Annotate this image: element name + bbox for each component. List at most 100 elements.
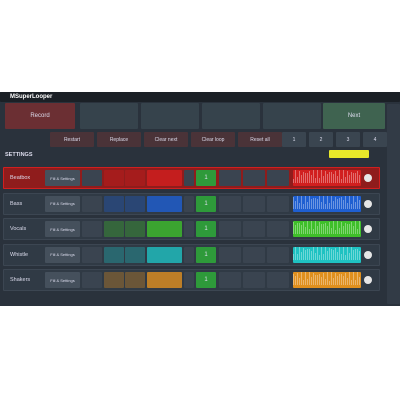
wave-bar <box>337 176 338 183</box>
empty-slot[interactable] <box>243 221 265 237</box>
rewind-button[interactable] <box>184 170 194 186</box>
wave-bar <box>341 274 342 285</box>
empty-slot[interactable] <box>243 272 265 288</box>
empty-slot[interactable] <box>243 170 265 186</box>
wave-bar <box>359 175 360 183</box>
empty-slot[interactable] <box>267 221 289 237</box>
wave-bar <box>311 175 312 183</box>
power-button[interactable] <box>364 199 372 208</box>
play-button[interactable] <box>147 221 182 237</box>
track-name: Beatbox <box>10 175 31 181</box>
slot-button[interactable]: 2 <box>309 132 333 147</box>
mode-button[interactable] <box>263 103 321 129</box>
power-button[interactable] <box>364 250 372 259</box>
param-box[interactable] <box>104 246 124 263</box>
param-box[interactable] <box>125 195 145 212</box>
slot-button[interactable]: 1 <box>282 132 306 147</box>
settings-button[interactable]: Fill & Settings <box>45 170 80 186</box>
param-box[interactable] <box>82 272 102 288</box>
action-button[interactable]: Replace <box>97 132 141 147</box>
power-button[interactable] <box>364 225 372 233</box>
slot-indicator[interactable]: 1 <box>196 272 216 288</box>
param-box[interactable] <box>82 246 102 263</box>
wave-bar <box>343 246 344 260</box>
empty-slot[interactable] <box>267 195 289 212</box>
param-box[interactable] <box>125 221 145 237</box>
waveform <box>293 272 361 288</box>
param-box[interactable] <box>104 221 124 237</box>
wave-bar <box>319 222 320 234</box>
wave-bar <box>297 195 298 209</box>
wave-bar <box>311 221 312 234</box>
action-button[interactable]: Restart <box>50 132 94 147</box>
play-button[interactable] <box>147 195 182 212</box>
slot-indicator[interactable]: 1 <box>196 221 216 237</box>
wave-bar <box>321 276 322 285</box>
wave-bar <box>323 195 324 209</box>
wave-bar <box>305 195 306 209</box>
wave-bar <box>347 277 348 285</box>
wave-bar <box>345 273 346 285</box>
rewind-button[interactable] <box>184 221 194 237</box>
slot-indicator[interactable]: 1 <box>196 170 216 186</box>
wave-bar <box>313 197 314 209</box>
rewind-button[interactable] <box>184 246 194 263</box>
action-button[interactable]: Clear loop <box>191 132 235 147</box>
mode-button[interactable] <box>202 103 260 129</box>
settings-button[interactable]: Fill & Settings <box>45 195 80 212</box>
next-button[interactable]: Next <box>323 103 385 129</box>
slot-indicator[interactable]: 1 <box>196 246 216 263</box>
empty-slot[interactable] <box>243 246 265 263</box>
mode-button[interactable] <box>141 103 199 129</box>
param-box[interactable] <box>82 170 102 186</box>
empty-slot[interactable] <box>243 195 265 212</box>
settings-button[interactable]: Fill & Settings <box>45 272 80 288</box>
wave-bar <box>315 252 316 260</box>
wave-bar <box>341 253 342 260</box>
param-box[interactable] <box>104 170 124 186</box>
empty-slot[interactable] <box>219 221 241 237</box>
play-button[interactable] <box>147 170 182 186</box>
rewind-button[interactable] <box>184 272 194 288</box>
param-box[interactable] <box>104 272 124 288</box>
wave-bar <box>331 195 332 209</box>
record-button[interactable]: Record <box>5 103 75 129</box>
empty-slot[interactable] <box>219 170 241 186</box>
side-panel <box>387 104 400 304</box>
action-button[interactable]: Reset all <box>238 132 282 147</box>
rewind-button[interactable] <box>184 195 194 212</box>
empty-slot[interactable] <box>267 272 289 288</box>
wave-bar <box>339 170 340 183</box>
play-button[interactable] <box>147 246 182 263</box>
wave-bar <box>355 279 356 285</box>
settings-button[interactable]: Fill & Settings <box>45 221 80 237</box>
slot-button[interactable]: 4 <box>363 132 387 147</box>
section-label: SETTINGS <box>5 152 33 158</box>
param-box[interactable] <box>82 221 102 237</box>
wave-bar <box>345 196 346 209</box>
play-button[interactable] <box>147 272 182 288</box>
wave-bar <box>349 272 350 285</box>
empty-slot[interactable] <box>267 170 289 186</box>
param-box[interactable] <box>104 195 124 212</box>
param-box[interactable] <box>125 246 145 263</box>
action-button[interactable]: Clear next <box>144 132 188 147</box>
empty-slot[interactable] <box>219 195 241 212</box>
param-box[interactable] <box>125 272 145 288</box>
param-box[interactable] <box>125 170 145 186</box>
wave-bar <box>333 278 334 285</box>
empty-slot[interactable] <box>267 246 289 263</box>
wave-bar <box>307 221 308 234</box>
power-button[interactable] <box>364 174 372 182</box>
slot-button[interactable]: 3 <box>336 132 360 147</box>
slot-indicator[interactable]: 1 <box>196 195 216 212</box>
power-button[interactable] <box>364 276 372 284</box>
wave-bar <box>317 199 318 209</box>
param-box[interactable] <box>82 195 102 212</box>
empty-slot[interactable] <box>219 272 241 288</box>
settings-button[interactable]: Fill & Settings <box>45 246 80 263</box>
wave-bar <box>335 272 336 285</box>
empty-slot[interactable] <box>219 246 241 263</box>
wave-bar <box>337 276 338 285</box>
mode-button[interactable] <box>80 103 138 129</box>
